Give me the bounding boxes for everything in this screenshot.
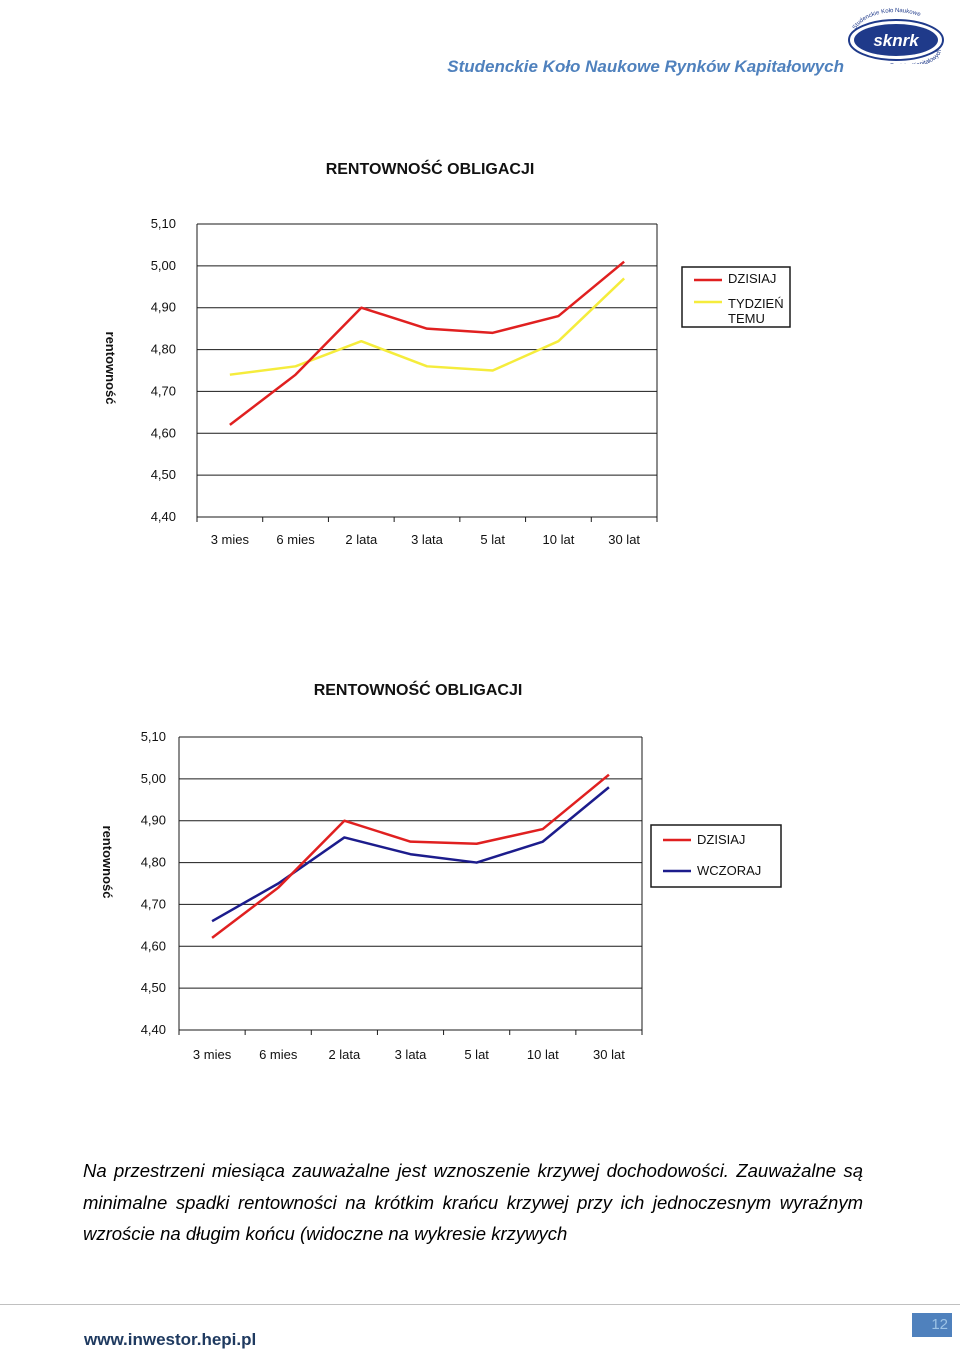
y-tick-label: 4,40 — [151, 509, 176, 524]
y-tick-label: 4,50 — [141, 980, 166, 995]
x-tick-label: 5 lat — [464, 1047, 489, 1062]
x-tick-label: 2 lata — [328, 1047, 361, 1062]
x-tick-label: 5 lat — [480, 532, 505, 547]
series-line-1 — [211, 773, 610, 939]
sknrk-logo: sknrk Studenckie Koło Naukowe Rynków Kap… — [848, 8, 944, 64]
y-tick-label: 4,60 — [151, 425, 176, 440]
y-tick-label: 4,60 — [141, 938, 166, 953]
x-tick-label: 10 lat — [543, 532, 575, 547]
x-tick-label: 3 mies — [211, 532, 250, 547]
chart-1-svg: RENTOWNOŚĆ OBLIGACJI 5,10 5,00 4,90 4,80 4,70… — [103, 159, 791, 547]
y-tick-label: 4,90 — [151, 300, 176, 315]
x-tick-label: 6 mies — [259, 1047, 298, 1062]
y-axis-label: rentowność — [100, 826, 115, 899]
y-tick-label: 4,70 — [141, 896, 166, 911]
footer-divider — [0, 1304, 960, 1305]
y-tick-label: 5,10 — [151, 216, 176, 231]
legend-box — [681, 266, 791, 328]
x-tick-label: 30 lat — [593, 1047, 625, 1062]
x-tick-label: 2 lata — [345, 532, 378, 547]
legend-label: TYDZIEŃ — [728, 296, 784, 311]
chart-2: RENTOWNOŚĆ OBLIGACJI 5,10 5,00 4,90 4,80 4,70… — [0, 670, 960, 1070]
y-tick-label: 4,40 — [141, 1022, 166, 1037]
y-axis-label: rentowność — [103, 332, 118, 405]
logo-text: sknrk — [873, 31, 920, 50]
footer-url-link[interactable]: www.inwestor.hepi.pl — [84, 1330, 257, 1349]
chart-title: RENTOWNOŚĆ OBLIGACJI — [326, 159, 535, 178]
y-tick-label: 4,90 — [141, 813, 166, 828]
x-tick-label: 3 mies — [193, 1047, 232, 1062]
y-tick-label: 4,80 — [151, 342, 176, 357]
y-tick-label: 4,50 — [151, 467, 176, 482]
legend-label-line-2: TEMU — [728, 311, 765, 326]
x-tick-label: 3 lata — [395, 1047, 428, 1062]
chart-title: RENTOWNOŚĆ OBLIGACJI — [314, 680, 523, 699]
y-tick-label: 5,00 — [151, 258, 176, 273]
y-tick-label: 5,00 — [141, 771, 166, 786]
x-tick-label: 10 lat — [527, 1047, 559, 1062]
chart-1: RENTOWNOŚĆ OBLIGACJI 5,10 5,00 4,90 4,80 4,70… — [0, 150, 960, 560]
x-tick-label: 3 lata — [411, 532, 444, 547]
x-tick-label: 6 mies — [276, 532, 315, 547]
y-tick-label: 4,70 — [151, 383, 176, 398]
legend-box — [650, 824, 782, 888]
series-line-1 — [229, 260, 625, 426]
legend-label: WCZORAJ — [697, 863, 761, 878]
header-title: Studenckie Koło Naukowe Rynków Kapitałow… — [447, 57, 844, 76]
page-number: 12 — [912, 1313, 952, 1337]
y-tick-label: 5,10 — [141, 729, 166, 744]
body-paragraph: Na przestrzeni miesiąca zauważalne jest … — [83, 1160, 863, 1244]
series-line-2 — [211, 786, 610, 923]
chart-2-svg: RENTOWNOŚĆ OBLIGACJI 5,10 5,00 4,90 4,80 4,70… — [100, 680, 782, 1062]
series-line-2 — [229, 277, 626, 376]
x-tick-label: 30 lat — [608, 532, 640, 547]
legend-label: DZISIAJ — [697, 832, 745, 847]
y-tick-label: 4,80 — [141, 855, 166, 870]
legend-label: DZISIAJ — [728, 271, 776, 286]
